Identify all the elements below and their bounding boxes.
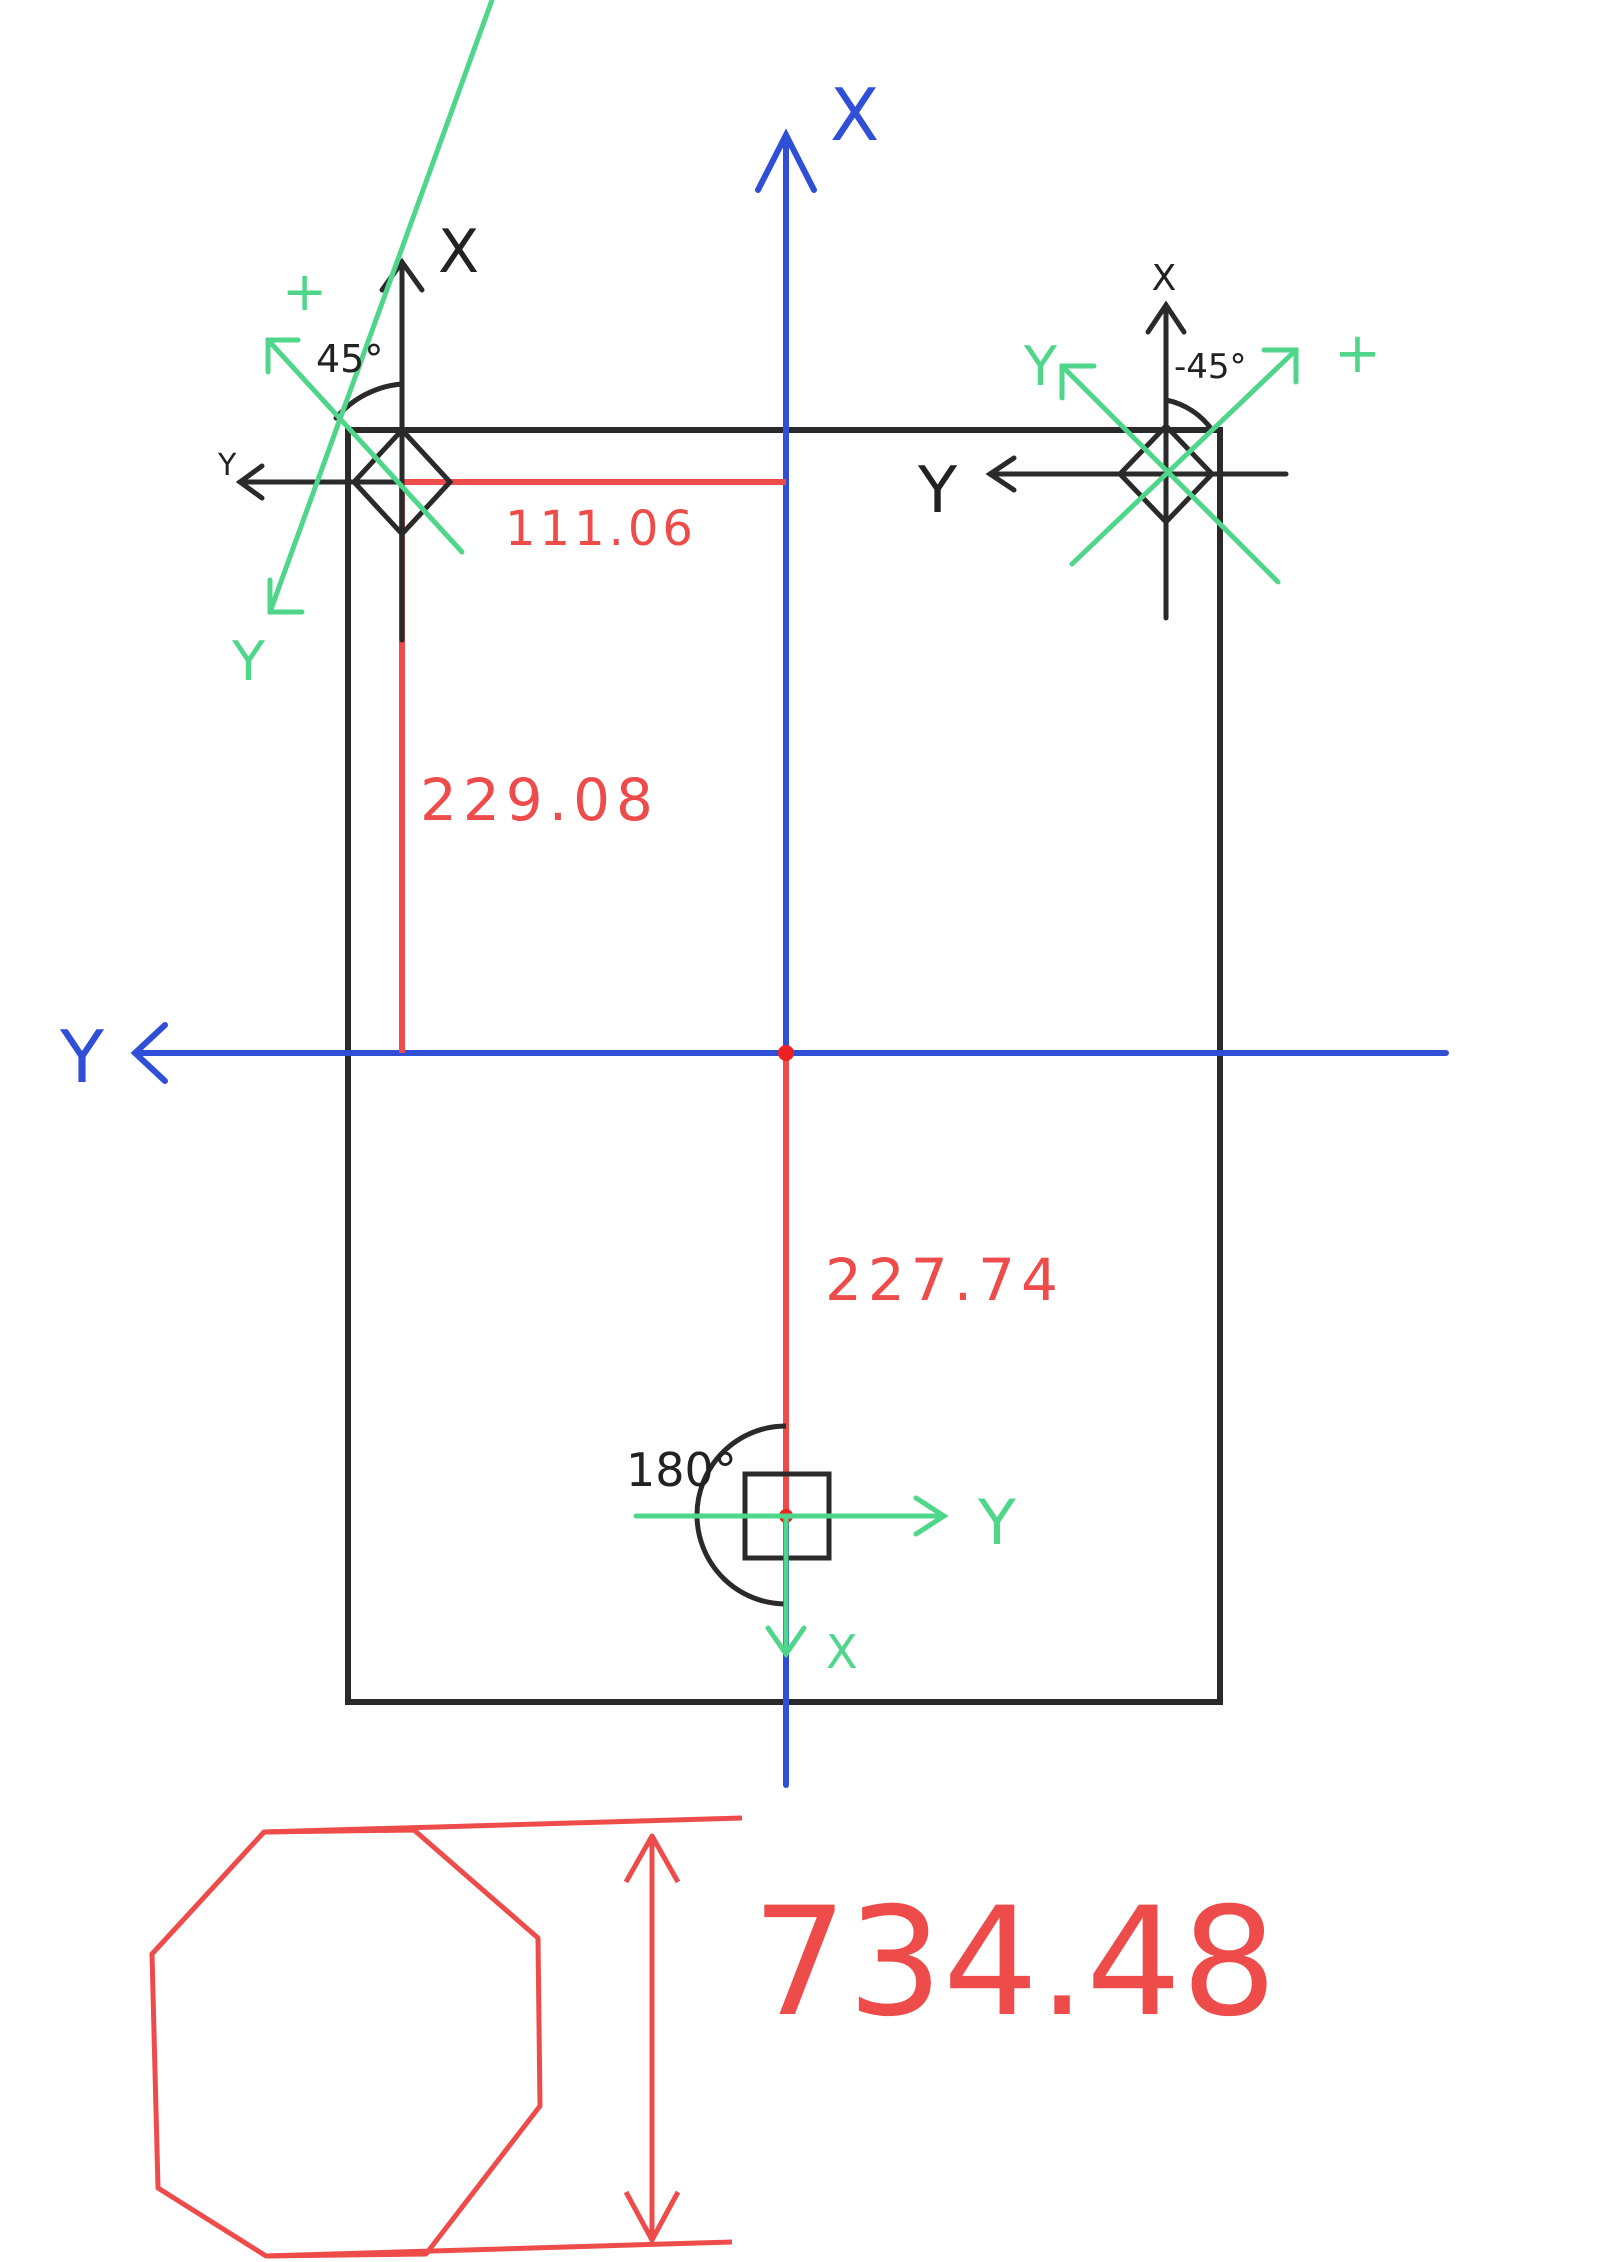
octagon-bottom-extension bbox=[265, 2239, 733, 2259]
origin-dot bbox=[778, 1045, 794, 1061]
tl-green-x-arrowhead bbox=[265, 337, 301, 375]
tl-black-y-label: Y bbox=[217, 448, 237, 483]
octagon-outline bbox=[149, 1827, 543, 2259]
tl-angle-label: 45° bbox=[316, 337, 383, 381]
tr-angle-label: -45° bbox=[1174, 347, 1247, 387]
bottom-green-x-label: X bbox=[826, 1625, 858, 1679]
tl-diamond bbox=[350, 426, 454, 538]
tr-black-y-label: Y bbox=[917, 454, 958, 528]
tr-green-plus-axis bbox=[1069, 347, 1299, 567]
octagon-dim-arrow-bottom bbox=[623, 2190, 681, 2243]
tr-black-y-arrowhead bbox=[985, 455, 1017, 493]
global-y-label: Y bbox=[59, 1015, 105, 1099]
bottom-angle-label: 180° bbox=[626, 1443, 737, 1497]
global-axes bbox=[130, 128, 1449, 1788]
octagon-width-text: 734.48 bbox=[752, 1876, 1277, 2050]
global-y-arrowhead bbox=[130, 1022, 168, 1084]
octagon-top-extension bbox=[263, 1815, 743, 1835]
tl-green-x-label: + bbox=[282, 260, 327, 323]
top-right-marker: X Y + Y -45° bbox=[917, 258, 1381, 621]
tr-diamond bbox=[1116, 422, 1216, 526]
tl-black-y-arrowhead bbox=[235, 463, 265, 501]
bottom-marker: Y X 180° bbox=[626, 1423, 1016, 1679]
bottom-green-y-label: Y bbox=[977, 1486, 1016, 1559]
octagon-dim-arrow-top bbox=[623, 1833, 681, 1884]
tr-green-y-axis bbox=[1059, 363, 1281, 585]
tr-angle-arc bbox=[1163, 397, 1215, 433]
tl-green-y-label: Y bbox=[231, 630, 266, 693]
global-x-label: X bbox=[830, 73, 879, 157]
bottom-green-y-arrowhead bbox=[913, 1495, 949, 1537]
global-x-arrowhead bbox=[755, 128, 817, 193]
bottom-green-x-arrowhead bbox=[765, 1625, 807, 1659]
tl-green-y-axis bbox=[267, 0, 495, 615]
dimension-lines bbox=[399, 479, 789, 1516]
dim-vertical-top-text: 229.08 bbox=[420, 766, 659, 834]
tr-black-x-arrowhead bbox=[1145, 300, 1187, 335]
tr-green-plus-arrowhead bbox=[1261, 347, 1299, 385]
tr-green-y-arrowhead bbox=[1059, 363, 1097, 401]
dim-vertical-bottom-text: 227.74 bbox=[825, 1246, 1064, 1314]
tr-green-plus-label: + bbox=[1334, 321, 1381, 386]
tl-green-y-arrowhead bbox=[267, 577, 305, 615]
tl-green-x-axis bbox=[265, 337, 465, 555]
top-left-marker: X Y + Y 45° bbox=[217, 0, 495, 693]
tl-black-x-label: X bbox=[438, 217, 479, 287]
octagon-shape bbox=[149, 1815, 743, 2259]
dim-horizontal-text: 111.06 bbox=[505, 501, 697, 557]
tr-green-y-label: Y bbox=[1023, 335, 1058, 398]
tr-black-x-label: X bbox=[1152, 258, 1177, 299]
